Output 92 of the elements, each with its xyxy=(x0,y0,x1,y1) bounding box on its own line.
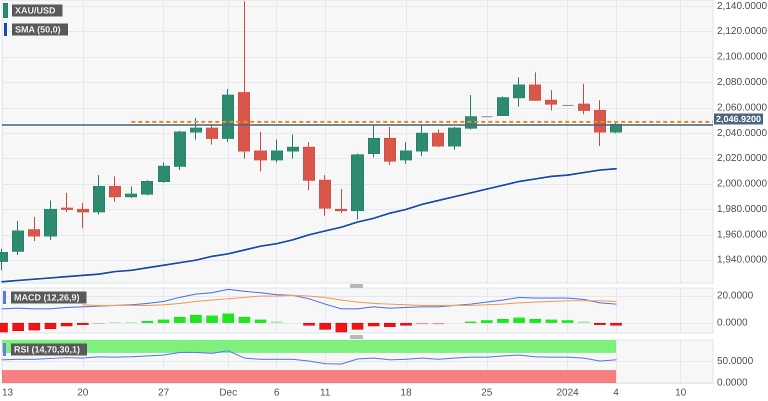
y-tick-label: 2,040.0000 xyxy=(717,128,768,139)
candlestick xyxy=(77,202,89,229)
bar xyxy=(303,322,315,326)
bar xyxy=(497,318,509,323)
x-tick-label: 27 xyxy=(158,388,170,398)
candlestick xyxy=(61,192,73,212)
y-tick-label: 20.0000 xyxy=(717,290,754,302)
candlestick xyxy=(190,118,202,140)
candlestick xyxy=(206,124,218,146)
candlestick xyxy=(174,130,186,171)
x-tick-label: 11 xyxy=(320,388,331,398)
candlestick xyxy=(529,72,541,101)
candlestick xyxy=(158,162,170,184)
x-tick-label: 18 xyxy=(400,388,412,398)
candlestick xyxy=(432,128,444,148)
line-series xyxy=(1,168,617,283)
y-tick-label: 1,960.0000 xyxy=(717,229,768,240)
bar xyxy=(480,320,493,323)
bar xyxy=(368,322,380,326)
bar xyxy=(158,320,170,323)
candlestick xyxy=(497,96,509,116)
candlestick xyxy=(578,83,590,115)
candlestick xyxy=(125,186,137,198)
candlestick xyxy=(141,180,153,196)
ref-line-label: 2,046.9200 xyxy=(716,114,762,124)
x-tick-label: 13 xyxy=(2,388,14,398)
bar xyxy=(222,314,234,323)
bar xyxy=(529,318,542,323)
y-tick-label: 2,140.0000 xyxy=(717,0,768,12)
bar xyxy=(384,322,396,327)
candlestick xyxy=(28,216,40,242)
bar xyxy=(513,318,525,323)
candlestick xyxy=(254,131,267,172)
candlestick xyxy=(287,134,299,160)
candlestick xyxy=(416,124,428,157)
bar xyxy=(546,320,558,323)
y-tick-label: 1,980.0000 xyxy=(717,204,768,215)
legend-label: RSI (14,70,30,1) xyxy=(14,344,80,354)
y-tick-label: 2,120.0000 xyxy=(717,26,768,38)
candlestick xyxy=(384,126,396,166)
y-tick-label: 2,060.0000 xyxy=(717,102,768,114)
candlestick xyxy=(545,90,557,111)
bar xyxy=(610,322,622,326)
bar xyxy=(336,322,348,332)
y-tick-label: 1,940.0000 xyxy=(717,254,768,266)
bar xyxy=(174,316,186,323)
candlestick xyxy=(351,153,364,220)
candlestick xyxy=(271,139,283,163)
candlestick xyxy=(93,174,105,215)
y-tick-label: 2,020.0000 xyxy=(717,153,768,164)
y-tick-label: 0.0000 xyxy=(717,317,748,328)
bar xyxy=(238,316,250,323)
bar xyxy=(562,320,574,323)
x-tick-label: 6 xyxy=(274,388,280,398)
y-tick-label: 2,080.0000 xyxy=(717,76,768,88)
candlestick xyxy=(44,200,57,240)
candlestick xyxy=(513,76,525,108)
legend-label: XAU/USD xyxy=(15,6,56,16)
x-tick-label: 25 xyxy=(481,388,493,398)
candlestick xyxy=(222,88,234,143)
bar xyxy=(28,322,40,330)
candlestick xyxy=(448,126,461,150)
y-tick-label: 2,100.0000 xyxy=(717,52,768,63)
line-series xyxy=(1,288,617,310)
line-series xyxy=(82,294,617,306)
bar xyxy=(60,322,72,326)
x-tick-label: Dec xyxy=(219,388,238,398)
candlestick xyxy=(400,142,412,164)
bar xyxy=(44,322,56,329)
bar xyxy=(254,320,266,323)
y-tick-label: 2,000.0000 xyxy=(717,178,768,190)
x-tick-label: 10 xyxy=(675,388,687,398)
candlestick xyxy=(319,174,331,216)
x-tick-label: 20 xyxy=(77,388,89,398)
candlestick xyxy=(368,124,380,158)
bar xyxy=(319,322,331,330)
bar xyxy=(400,322,412,326)
candlestick xyxy=(335,188,347,214)
y-tick-label: 0.0000 xyxy=(717,378,748,388)
candlestick xyxy=(109,176,121,202)
bar xyxy=(12,322,24,331)
legend-label: SMA (50,0) xyxy=(15,24,61,34)
bar xyxy=(206,316,218,323)
candlestick xyxy=(238,0,250,160)
y-tick-label: 50.0000 xyxy=(717,356,754,367)
bar xyxy=(190,314,202,323)
bar xyxy=(352,322,364,330)
candlestick xyxy=(12,220,24,256)
candlestick xyxy=(303,142,315,191)
legend-label: MACD (12,26,9) xyxy=(14,292,80,302)
x-tick-label: 2024 xyxy=(556,388,580,398)
x-tick-label: 4 xyxy=(613,388,620,398)
